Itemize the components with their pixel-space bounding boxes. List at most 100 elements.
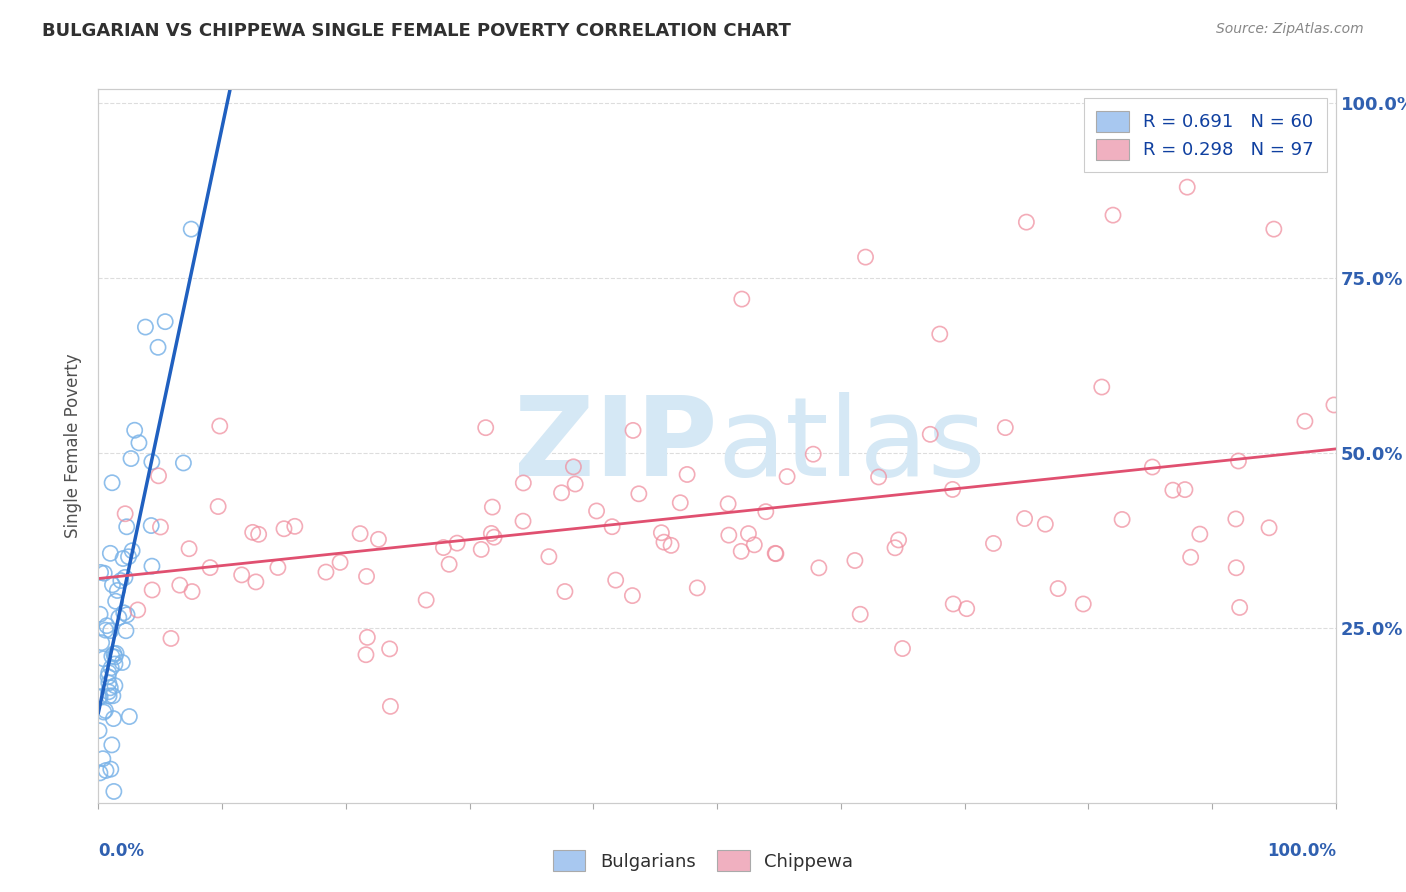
Point <box>267 560 290 574</box>
Legend: Bulgarians, Chippewa: Bulgarians, Chippewa <box>546 843 860 879</box>
Point <box>169 578 191 592</box>
Point <box>742 538 765 552</box>
Point <box>1227 454 1250 468</box>
Point <box>117 549 139 564</box>
Point <box>1294 414 1316 428</box>
Point <box>115 607 138 622</box>
Point <box>101 649 124 664</box>
Point <box>730 544 752 558</box>
Point <box>198 560 221 574</box>
Point <box>562 459 585 474</box>
Point <box>111 656 134 670</box>
Point <box>121 543 143 558</box>
Point <box>479 526 502 541</box>
Point <box>114 570 136 584</box>
Point <box>98 546 121 560</box>
Point <box>920 427 942 442</box>
Point <box>367 533 389 547</box>
Point <box>128 435 150 450</box>
Point <box>108 610 131 624</box>
Point <box>737 526 759 541</box>
Point <box>94 703 117 717</box>
Point <box>380 699 402 714</box>
Legend: R = 0.691   N = 60, R = 0.298   N = 97: R = 0.691 N = 60, R = 0.298 N = 97 <box>1084 98 1327 172</box>
Point <box>776 469 799 483</box>
Point <box>90 635 112 649</box>
Point <box>621 589 644 603</box>
Point <box>887 533 910 547</box>
Point <box>207 500 229 514</box>
Point <box>554 584 576 599</box>
Point <box>98 681 121 695</box>
Point <box>153 315 176 329</box>
Point <box>650 525 672 540</box>
Point <box>134 320 156 334</box>
Point <box>482 530 505 544</box>
Point <box>356 569 378 583</box>
Point <box>231 568 253 582</box>
Point <box>844 553 866 567</box>
Point <box>717 528 740 542</box>
Text: Source: ZipAtlas.com: Source: ZipAtlas.com <box>1216 22 1364 37</box>
Point <box>118 709 141 723</box>
Point <box>600 519 623 533</box>
Point <box>652 535 675 549</box>
Point <box>93 566 115 581</box>
Point <box>100 661 122 675</box>
Point <box>474 420 496 434</box>
Point <box>1225 512 1247 526</box>
Point <box>115 624 138 638</box>
Point <box>273 522 295 536</box>
Point <box>284 519 307 533</box>
Point <box>1225 561 1247 575</box>
Point <box>1258 521 1281 535</box>
Point <box>686 581 709 595</box>
Point <box>87 723 110 738</box>
Point <box>148 468 170 483</box>
Point <box>356 631 378 645</box>
Y-axis label: Single Female Poverty: Single Female Poverty <box>65 354 83 538</box>
Text: 0.0%: 0.0% <box>98 842 145 860</box>
Point <box>103 784 125 798</box>
Point <box>849 607 872 622</box>
Point <box>247 527 270 541</box>
Point <box>141 582 163 597</box>
Text: 100.0%: 100.0% <box>1267 842 1336 860</box>
Point <box>245 574 267 589</box>
Point <box>1033 517 1056 532</box>
Text: atlas: atlas <box>717 392 986 500</box>
Point <box>329 555 352 569</box>
Point <box>983 536 1005 550</box>
Point <box>1229 600 1251 615</box>
Point <box>115 520 138 534</box>
Point <box>1174 483 1197 497</box>
Point <box>717 497 740 511</box>
Point <box>103 647 125 661</box>
Point <box>94 623 117 637</box>
Point <box>1014 511 1036 525</box>
Point <box>94 764 117 778</box>
Point <box>104 594 127 608</box>
Point <box>93 652 115 666</box>
Point <box>105 583 128 598</box>
Point <box>627 487 650 501</box>
Point <box>994 420 1017 434</box>
Point <box>1323 398 1346 412</box>
Point <box>104 649 127 664</box>
Point <box>91 752 114 766</box>
Point <box>1175 180 1198 194</box>
Point <box>437 558 460 572</box>
Point <box>97 676 120 690</box>
Point <box>354 648 377 662</box>
Text: BULGARIAN VS CHIPPEWA SINGLE FEMALE POVERTY CORRELATION CHART: BULGARIAN VS CHIPPEWA SINGLE FEMALE POVE… <box>42 22 792 40</box>
Point <box>432 541 454 555</box>
Point <box>96 618 118 632</box>
Point <box>141 455 163 469</box>
Point <box>93 705 115 719</box>
Point <box>763 546 786 560</box>
Point <box>101 689 124 703</box>
Point <box>1111 512 1133 526</box>
Point <box>378 641 401 656</box>
Point <box>180 222 202 236</box>
Point <box>755 505 778 519</box>
